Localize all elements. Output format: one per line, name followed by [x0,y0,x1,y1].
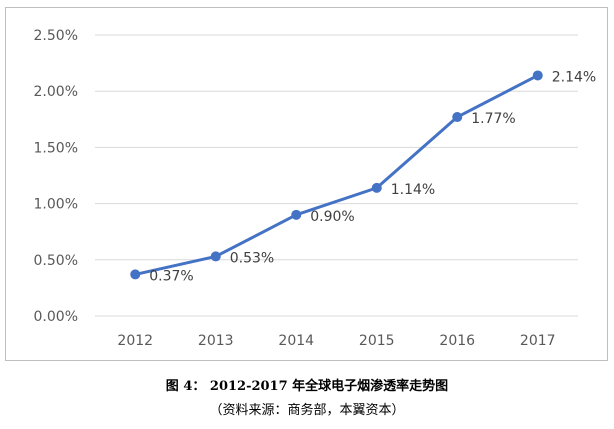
data-label: 0.53% [230,250,274,266]
data-label: 0.90% [310,209,354,225]
data-point [210,251,221,262]
figure-source: （资料来源：商务部，本翼资本） [209,403,405,418]
x-tick-label: 2017 [520,333,556,349]
data-point [452,112,463,123]
data-point [532,70,543,81]
data-label: 2.14% [552,69,596,85]
series-line [133,73,540,276]
x-tick-label: 2015 [359,333,395,349]
y-tick-label: 0.00% [34,309,78,325]
y-tick-label: 0.50% [34,253,78,269]
data-point [130,269,141,280]
data-label: 1.77% [471,111,515,127]
chart-frame [5,7,608,361]
x-tick-label: 2012 [117,333,153,349]
data-point [291,209,302,220]
data-label: 1.14% [391,182,435,198]
y-tick-label: 1.00% [34,197,78,213]
data-label: 0.37% [149,268,193,284]
y-tick-label: 2.00% [34,84,78,100]
x-tick-label: 2013 [198,333,234,349]
x-tick-label: 2016 [439,333,475,349]
data-point [371,182,382,193]
figure-caption: 图 4： 2012-2017 年全球电子烟渗透率走势图 [165,379,449,394]
y-tick-label: 1.50% [34,140,78,156]
x-tick-label: 2014 [278,333,314,349]
y-tick-label: 2.50% [34,28,78,44]
line-chart: 0.00% 0.50% 1.00% 1.50% 2.00% 2.50% 2012 2013 2… [34,28,597,349]
